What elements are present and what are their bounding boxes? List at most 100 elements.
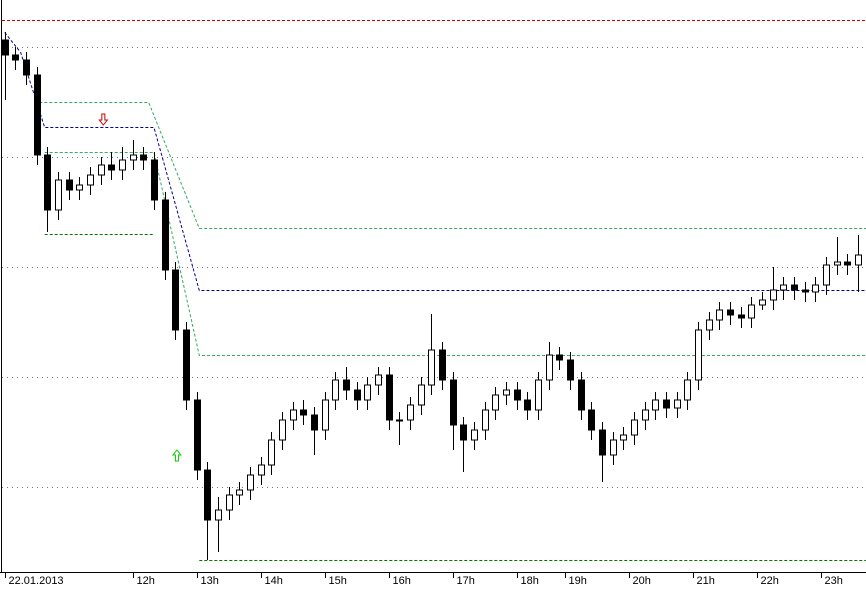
candle-body	[546, 354, 553, 381]
candle-body	[706, 319, 713, 331]
candle-body	[375, 374, 382, 386]
candle-body	[162, 199, 169, 271]
candle-body	[716, 309, 723, 321]
candle-body	[823, 264, 830, 286]
candle-body	[98, 164, 105, 176]
indicator-line	[44, 152, 866, 356]
candle-body	[514, 389, 521, 401]
candle-body	[119, 159, 126, 171]
x-tick-label: 19h	[569, 575, 587, 587]
x-tick-label: 15h	[329, 575, 347, 587]
candle-body	[290, 409, 297, 421]
candle-body	[268, 439, 275, 466]
candle-body	[204, 469, 211, 521]
candle-body	[610, 439, 617, 456]
candle-body	[855, 254, 862, 266]
x-tick-label: 12h	[137, 575, 155, 587]
candle-body	[44, 154, 51, 211]
x-tick-label: 14h	[265, 575, 283, 587]
candle-body	[2, 39, 9, 56]
x-tick-label: 23h	[825, 575, 843, 587]
candle-body	[695, 329, 702, 381]
candle-body	[247, 474, 254, 491]
candle-body	[556, 354, 563, 361]
candle-body	[332, 379, 339, 401]
candle-body	[354, 389, 361, 401]
candle-body	[34, 74, 41, 156]
x-tick-label: 16h	[393, 575, 411, 587]
candle-body	[759, 299, 766, 306]
candle-body	[674, 399, 681, 409]
signal-arrow	[171, 449, 182, 462]
signal-arrow	[98, 113, 109, 126]
candle-body	[727, 309, 734, 316]
candle-body	[524, 399, 531, 411]
candle-body	[364, 384, 371, 401]
indicator-line	[39, 102, 866, 229]
candle-body	[642, 409, 649, 421]
candle-body	[588, 409, 595, 431]
candle-body	[311, 414, 318, 431]
candle-body	[834, 261, 841, 266]
candle-body	[194, 399, 201, 471]
candle-body	[439, 349, 446, 381]
candle-body	[471, 429, 478, 441]
candle-body	[770, 289, 777, 301]
x-tick-label: 22h	[761, 575, 779, 587]
x-tick-label: 13h	[201, 575, 219, 587]
candle-body	[258, 464, 265, 476]
candle-body	[460, 424, 467, 441]
candle-body	[578, 379, 585, 411]
candle-body	[343, 379, 350, 391]
candle-body	[87, 174, 94, 186]
candle-body	[55, 179, 62, 211]
candle-body	[386, 374, 393, 421]
candle-body	[663, 399, 670, 409]
candle-body	[684, 379, 691, 401]
candle-body	[172, 269, 179, 331]
candle-body	[492, 394, 499, 411]
candle-body	[23, 59, 30, 76]
candle-body	[108, 164, 115, 171]
candle-body	[450, 379, 457, 426]
candle-body	[300, 409, 307, 416]
x-tick-label: 22.01.2013	[9, 575, 64, 587]
candle-body	[66, 179, 73, 191]
candle-body	[844, 261, 851, 266]
candle-body	[748, 304, 755, 319]
candle-body	[322, 399, 329, 431]
candle-body	[12, 54, 19, 61]
candle-body	[215, 509, 222, 521]
candle-body	[791, 284, 798, 291]
candle-body	[396, 419, 403, 422]
candle-body	[236, 489, 243, 496]
candle-body	[535, 379, 542, 411]
candle-body	[279, 419, 286, 441]
candle-body	[631, 419, 638, 436]
candle-body	[151, 159, 158, 201]
candle-body	[76, 184, 83, 191]
candle-body	[738, 314, 745, 319]
candle-body	[183, 329, 190, 401]
candle-body	[812, 284, 819, 293]
candle-body	[620, 434, 627, 441]
candle-body	[140, 154, 147, 161]
candle-body	[482, 409, 489, 431]
candle-body	[407, 404, 414, 421]
candle-body	[802, 289, 809, 293]
candle-body	[652, 399, 659, 411]
candle-body	[780, 284, 787, 291]
candle-body	[503, 389, 510, 396]
x-tick-label: 17h	[457, 575, 475, 587]
x-tick-label: 20h	[633, 575, 651, 587]
candle-body	[567, 359, 574, 381]
x-tick-label: 18h	[521, 575, 539, 587]
x-tick-label: 21h	[697, 575, 715, 587]
indicator-line	[4, 32, 866, 291]
candle-body	[418, 384, 425, 406]
candle-body	[226, 494, 233, 511]
candle-body	[599, 429, 606, 456]
candle-body	[428, 349, 435, 386]
candle-body	[130, 154, 137, 161]
